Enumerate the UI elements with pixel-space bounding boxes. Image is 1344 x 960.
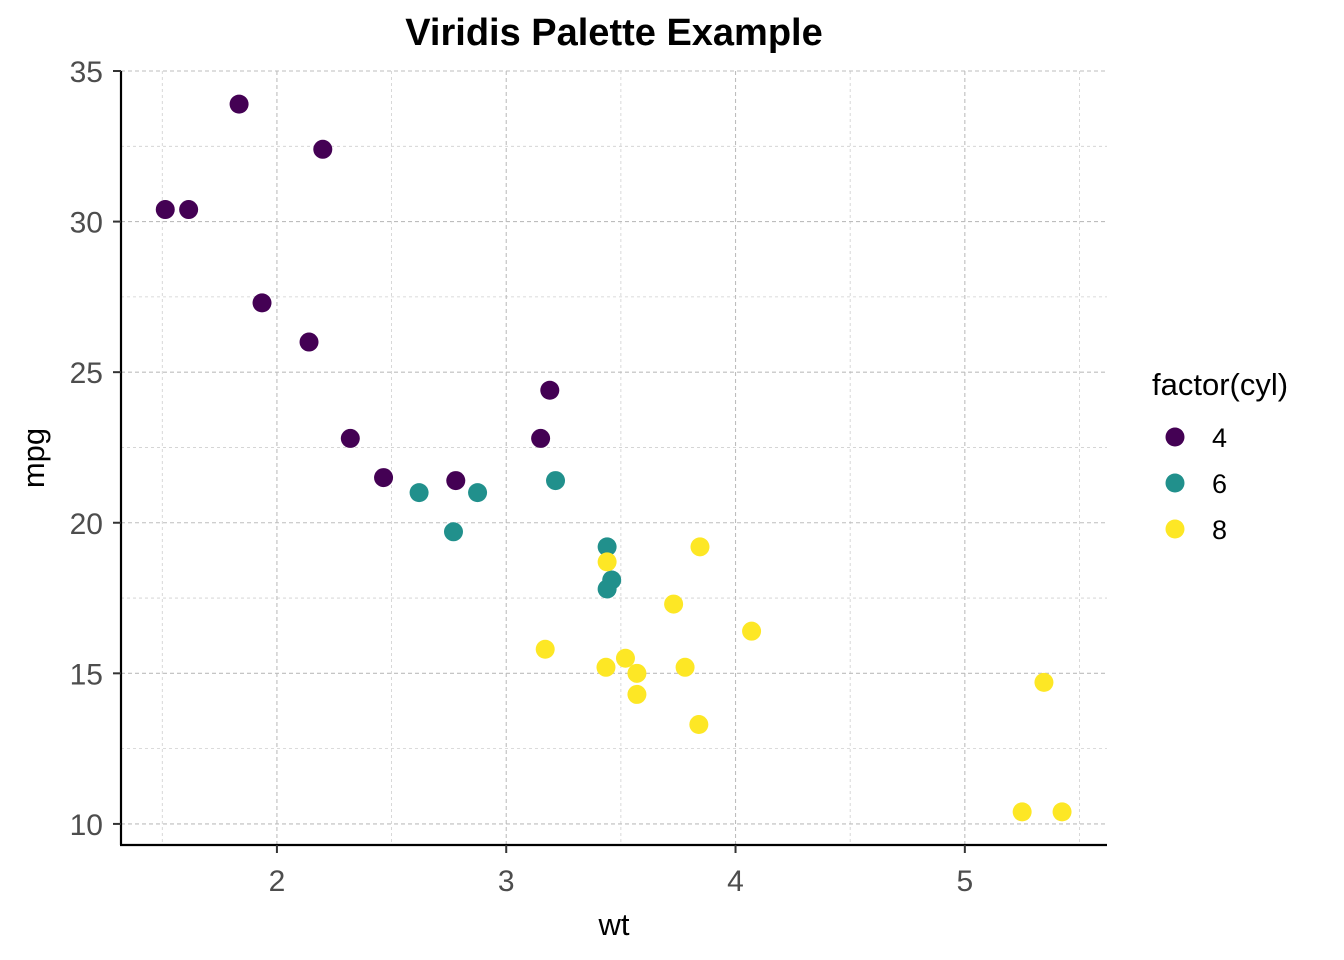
x-tick-label: 2 <box>269 865 286 898</box>
chart-title: Viridis Palette Example <box>405 12 823 54</box>
data-point-cyl-4 <box>540 380 560 400</box>
data-point-cyl-8 <box>1052 802 1072 822</box>
data-point-cyl-4 <box>299 332 319 352</box>
data-point-cyl-8 <box>1012 802 1032 822</box>
data-point-cyl-8 <box>535 639 555 659</box>
data-points <box>155 94 1072 822</box>
data-point-cyl-6 <box>546 471 566 491</box>
y-tick-label: 30 <box>70 207 103 240</box>
grid <box>121 70 1107 845</box>
y-tick-label: 20 <box>70 508 103 541</box>
data-point-cyl-6 <box>597 579 617 599</box>
legend-label-8: 8 <box>1212 515 1227 545</box>
data-point-cyl-4 <box>155 200 175 220</box>
data-point-cyl-8 <box>689 715 709 735</box>
legend-key-6 <box>1165 473 1185 493</box>
axis-ticks: 2 3 4 5 10 15 20 25 30 35 <box>70 56 974 898</box>
data-point-cyl-8 <box>690 537 710 557</box>
data-point-cyl-8 <box>627 663 647 683</box>
data-point-cyl-4 <box>446 471 466 491</box>
legend-label-6: 6 <box>1212 469 1227 499</box>
data-point-cyl-8 <box>596 657 616 677</box>
data-point-cyl-4 <box>340 428 360 448</box>
data-point-cyl-6 <box>443 522 463 542</box>
data-point-cyl-6 <box>409 483 429 503</box>
y-tick-label: 35 <box>70 56 103 89</box>
x-tick-label: 4 <box>727 865 744 898</box>
legend-key-4 <box>1165 427 1185 447</box>
data-point-cyl-4 <box>229 94 249 114</box>
data-point-cyl-8 <box>597 552 617 572</box>
y-tick-label: 25 <box>70 357 103 390</box>
y-axis-title: mpg <box>16 428 51 488</box>
data-point-cyl-4 <box>179 200 199 220</box>
data-point-cyl-8 <box>1034 672 1054 692</box>
y-tick-label: 10 <box>70 809 103 842</box>
data-point-cyl-8 <box>675 657 695 677</box>
data-point-cyl-8 <box>742 621 762 641</box>
x-axis-title: wt <box>598 907 630 942</box>
y-tick-label: 15 <box>70 658 103 691</box>
data-point-cyl-4 <box>374 468 394 488</box>
data-point-cyl-8 <box>627 684 647 704</box>
data-point-cyl-8 <box>615 648 635 668</box>
data-point-cyl-4 <box>252 293 272 313</box>
legend: factor(cyl) 4 6 8 <box>1152 367 1288 545</box>
data-point-cyl-8 <box>664 594 684 614</box>
legend-key-8 <box>1165 519 1185 539</box>
data-point-cyl-4 <box>531 428 551 448</box>
data-point-cyl-4 <box>313 139 333 159</box>
x-tick-label: 3 <box>498 865 515 898</box>
x-tick-label: 5 <box>956 865 973 898</box>
legend-label-4: 4 <box>1212 423 1227 453</box>
legend-title: factor(cyl) <box>1152 367 1288 402</box>
data-point-cyl-6 <box>468 483 488 503</box>
data-point-cyl-6 <box>597 537 617 557</box>
